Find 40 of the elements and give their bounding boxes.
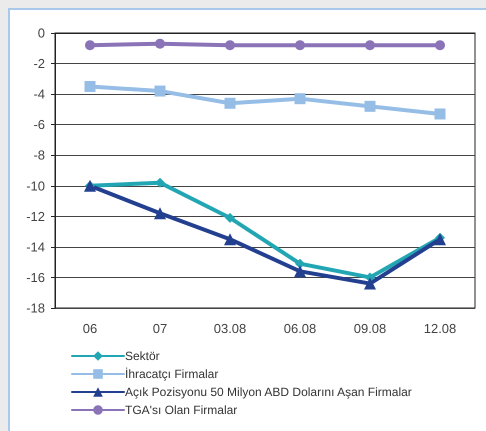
legend-label: TGA'sı Olan Firmalar [125, 403, 238, 417]
legend-label: Açık Pozisyonu 50 Milyon ABD Dolarını Aşan Firmalar [125, 385, 412, 399]
x-tick-label: 03.08 [214, 321, 246, 336]
point [295, 40, 305, 50]
y-tick-label: -12 [26, 208, 45, 224]
point [294, 93, 306, 104]
legend-label: Sektör [125, 349, 160, 363]
point [435, 40, 445, 50]
point [434, 233, 446, 246]
x-tick-label: 06 [82, 321, 98, 336]
point [364, 100, 376, 112]
point [85, 40, 95, 50]
y-tick-label: -16 [26, 270, 45, 285]
x-tick-label: 12.08 [424, 321, 456, 336]
point [434, 108, 446, 120]
point [225, 212, 235, 223]
point [365, 40, 375, 50]
point [364, 278, 376, 290]
point [225, 40, 235, 50]
y-tick-label: -18 [26, 300, 45, 316]
y-tick-label: -8 [33, 148, 45, 163]
point [154, 86, 166, 97]
point [224, 233, 236, 246]
point [84, 80, 96, 92]
point [224, 98, 236, 109]
point [155, 38, 165, 49]
y-tick-label: -10 [26, 178, 45, 194]
y-tick-label: -14 [26, 239, 45, 254]
x-tick-label: 06.08 [284, 321, 316, 336]
x-tick-label: 07 [152, 321, 168, 336]
point [295, 258, 305, 269]
y-tick-label: -4 [33, 86, 45, 102]
y-tick-label: -2 [33, 56, 45, 72]
legend-label: İhracatçı Firmalar [125, 367, 218, 381]
point [154, 207, 166, 220]
point [294, 265, 306, 278]
y-tick-label: -6 [33, 117, 45, 132]
y-tick-label: 0 [38, 26, 45, 40]
point [155, 178, 165, 188]
x-tick-label: 09.08 [354, 321, 386, 336]
